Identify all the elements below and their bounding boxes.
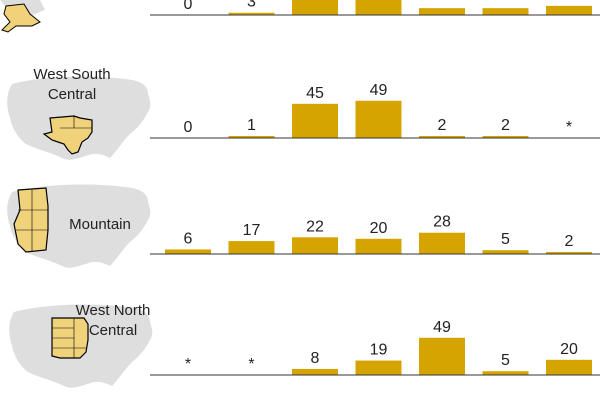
bar xyxy=(292,103,338,138)
bar xyxy=(482,136,529,138)
bar xyxy=(419,337,465,375)
bar xyxy=(355,238,402,254)
bar xyxy=(355,360,402,375)
us-map-west-north-central-icon xyxy=(9,304,153,388)
bar xyxy=(228,12,275,15)
panel-mountain: Mountain 6 17 22 20 28 5 2 xyxy=(7,184,600,268)
value-labels-mountain: 6 17 22 20 28 5 2 xyxy=(184,214,574,250)
bar-value-label: 45 xyxy=(306,85,324,102)
bar-value-label: * xyxy=(248,356,254,373)
bar-value-label: 17 xyxy=(243,222,261,239)
bar xyxy=(419,232,465,254)
bar-value-label: 28 xyxy=(433,214,451,231)
bar-value-label: 5 xyxy=(501,231,510,248)
us-map-alaska-highlight-icon xyxy=(0,0,45,33)
bar xyxy=(292,368,338,375)
bar xyxy=(228,136,275,138)
value-labels-west-south-central: 0 1 45 49 2 2 * xyxy=(184,82,573,136)
bar-value-label: 3 xyxy=(247,0,256,11)
bar xyxy=(292,237,338,254)
bar-value-label: 20 xyxy=(560,341,578,358)
us-map-mountain-icon xyxy=(7,184,151,268)
bar-value-label: 2 xyxy=(565,233,574,250)
bar-value-label: 49 xyxy=(370,82,388,99)
bar-series-mountain xyxy=(165,232,592,254)
bar-series-top xyxy=(228,0,592,15)
bar-value-label: 2 xyxy=(501,117,510,134)
panel-west-south-central: West South Central 0 1 45 49 2 2 * xyxy=(7,66,600,160)
bar-value-label: 5 xyxy=(501,352,510,369)
bar-value-label: 0 xyxy=(184,0,193,13)
bar xyxy=(165,249,211,254)
bar-series-west-south-central xyxy=(228,100,529,138)
bar-value-label: 22 xyxy=(306,218,324,235)
bar xyxy=(355,100,402,138)
region-label-line-1: West South xyxy=(33,66,110,83)
bar xyxy=(482,8,529,15)
bar-value-label: 20 xyxy=(370,220,388,237)
bar xyxy=(546,5,592,15)
bar-series-west-north-central xyxy=(292,337,592,375)
bar xyxy=(419,136,465,138)
region-label-line-1: West North xyxy=(76,302,151,319)
bar-value-label: * xyxy=(566,119,572,136)
bar xyxy=(482,371,529,375)
panel-west-north-central: West North Central * * 8 19 49 5 20 xyxy=(9,302,600,388)
bar-value-label: * xyxy=(185,356,191,373)
bar xyxy=(546,252,592,254)
bar xyxy=(482,250,529,254)
region-label-line-2: Central xyxy=(48,86,96,103)
bar xyxy=(546,359,592,375)
bar xyxy=(292,0,338,15)
bar-value-label: 49 xyxy=(433,319,451,336)
bar-value-label: 19 xyxy=(370,342,388,359)
bar-value-label: 2 xyxy=(438,117,447,134)
bar xyxy=(355,0,402,15)
us-map-west-south-central-icon xyxy=(7,76,151,160)
value-labels-west-north-central: * * 8 19 49 5 20 xyxy=(185,319,578,373)
bar xyxy=(228,241,275,254)
bar xyxy=(419,8,465,15)
bar-value-label: 6 xyxy=(184,230,193,247)
bar-value-label: 1 xyxy=(247,117,256,134)
region-label-line-2: Central xyxy=(89,322,137,339)
region-label-mountain: Mountain xyxy=(69,216,131,233)
bar-value-label: 0 xyxy=(184,119,193,136)
bar-value-label: 8 xyxy=(311,350,320,367)
